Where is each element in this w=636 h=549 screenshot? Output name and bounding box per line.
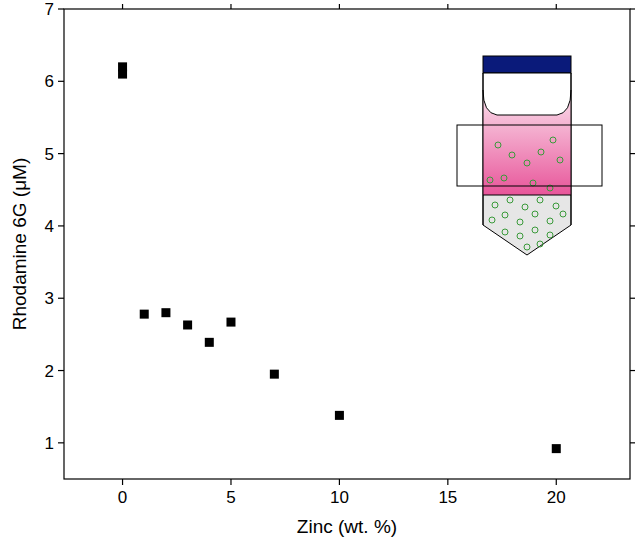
vial-wall [571,73,572,225]
inset-box [457,125,602,186]
vial-particle [537,197,543,203]
marks [118,62,561,453]
x-tick [122,479,123,485]
point [270,370,279,379]
x-tick-top [556,4,557,9]
vial-particle [557,157,563,163]
point [205,338,214,347]
point [226,318,235,327]
chart: 1 2 3 4 5 6 7 0 5 10 15 20 Zinc (wt. %) Rhodamine 6G … [0,0,636,549]
y-tick [58,442,64,443]
vial-particle [509,152,515,158]
y-tick-label: 4 [45,217,54,236]
x-tick-label: 15 [438,488,457,507]
vial-particle [507,197,513,203]
vial-wall [483,73,484,225]
vial-particle [560,211,566,217]
y-tick-right [630,370,635,371]
y-tick-label: 2 [45,362,54,381]
y-tick-right [630,8,635,9]
vial-meniscus [483,90,571,115]
vial-sediment [483,195,571,255]
y-tick-label: 3 [45,289,54,308]
x-tick-top [122,4,123,9]
vial-particle [530,180,536,186]
vial-particle [532,227,538,233]
x-tick-top [447,4,448,9]
vial-particle [487,177,493,183]
inset-vial [457,56,602,255]
vial-particle [538,149,544,155]
point [552,444,561,453]
vial-particle [553,203,559,209]
y-tick-right [630,442,635,443]
y-tick-right [630,81,635,82]
x-tick-label: 10 [330,488,349,507]
y-tick [58,153,64,154]
point [161,308,170,317]
y-tick-label: 5 [45,145,54,164]
x-tick-top [339,4,340,9]
point [183,320,192,329]
vial-particle [524,244,530,250]
y-tick [58,81,64,82]
point [335,411,344,420]
vial-particle [550,137,556,143]
x-tick [230,479,231,485]
y-tick [58,298,64,299]
y-tick [58,225,64,226]
plot-frame [64,9,630,479]
y-axis-title: Rhodamine 6G (μM) [9,158,30,331]
y-tick-right [630,298,635,299]
vial-particle [489,217,495,223]
x-tick [447,479,448,485]
y-tick-label: 6 [45,72,54,91]
vial-particle [502,229,508,235]
vial-particle [537,241,543,247]
x-axis-title: Zinc (wt. %) [297,516,397,537]
vial-particle [532,211,538,217]
vial-particle [502,212,508,218]
vial-particle [524,160,530,166]
vial-particle [501,175,507,181]
x-tick-label: 5 [226,488,235,507]
vial-body [483,73,571,195]
vial-cap [483,56,571,73]
y-tick [58,370,64,371]
x-tick-label: 0 [118,488,127,507]
x-tick [556,479,557,485]
vial-particle [517,233,523,239]
y-tick-label: 1 [45,434,54,453]
y-tick-right [630,225,635,226]
vial-particle [547,232,553,238]
vial-particle [492,202,498,208]
y-tick-right [630,153,635,154]
vial-liquid [483,90,571,195]
x-tick [339,479,340,485]
vial-particle [547,218,553,224]
vial-particle [495,142,501,148]
vial-particle [522,204,528,210]
vial-particle [517,219,523,225]
y-tick-label: 7 [45,0,54,19]
y-tick [58,8,64,9]
x-tick-top [230,4,231,9]
point [118,70,127,79]
x-tick-label: 20 [547,488,566,507]
point [140,310,149,319]
